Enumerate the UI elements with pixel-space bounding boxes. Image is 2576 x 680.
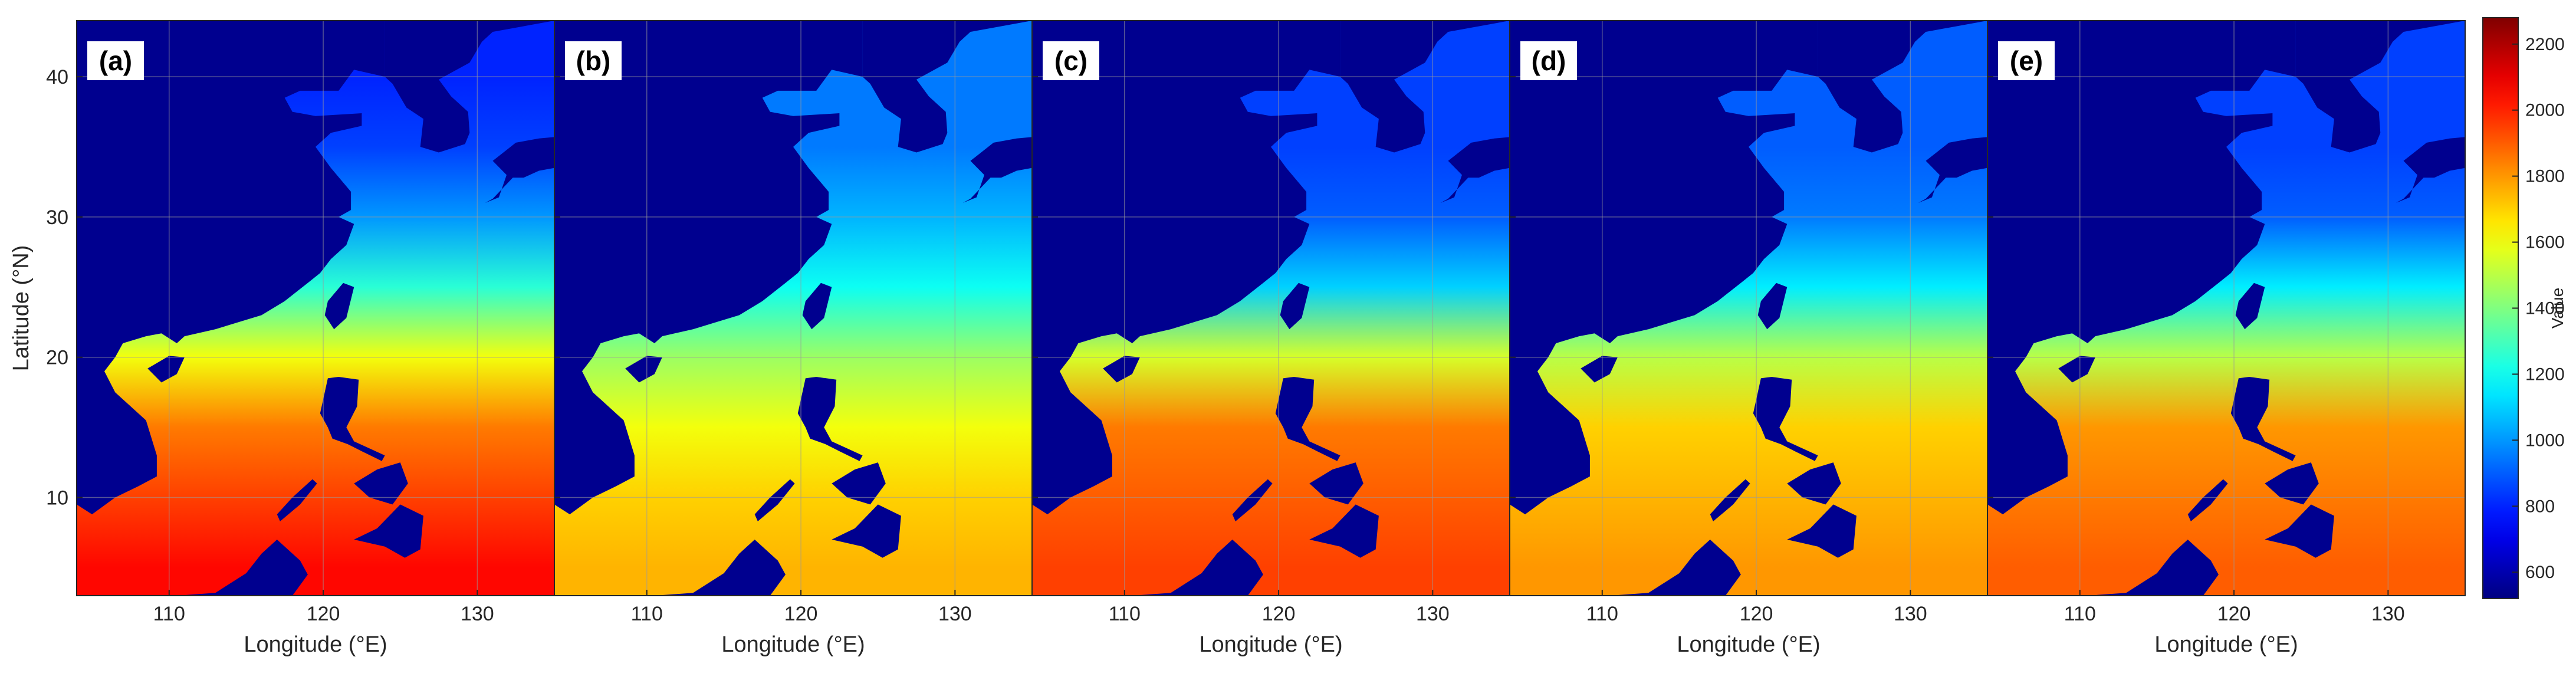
colorbar-title: Value: [2548, 288, 2567, 329]
colorbar-tick-label: 600: [2525, 563, 2555, 582]
panel-label-box: [87, 41, 144, 80]
panel-label: (a): [99, 45, 132, 76]
panel-label-box: [1520, 41, 1577, 80]
y-axis-label: Latitude (°N): [9, 245, 34, 372]
x-tick-label: 120: [1740, 603, 1773, 625]
panel-b: 110 120 130 Longitude (°E) (b): [554, 20, 1033, 657]
land-mask: [1987, 21, 2465, 596]
panel-label: (b): [576, 45, 611, 76]
x-tick-label: 120: [307, 603, 340, 625]
x-tick-label: 130: [938, 603, 972, 625]
panel-label-box: [1998, 41, 2055, 80]
x-tick-label: 130: [1894, 603, 1927, 625]
x-tick-label: 110: [1109, 603, 1141, 625]
x-axis-label: Longitude (°E): [2154, 632, 2298, 657]
y-tick-label: 30: [46, 206, 68, 229]
land-mask: [1510, 21, 1987, 596]
panel-label-box: [1043, 41, 1099, 80]
panel-label: (c): [1054, 45, 1087, 76]
y-tick-label: 20: [46, 347, 68, 369]
x-tick-label: 110: [2064, 603, 2096, 625]
x-tick-label: 110: [153, 603, 185, 625]
colorbar-tick-label: 1000: [2525, 431, 2565, 450]
colorbar-tick-label: 2200: [2525, 35, 2565, 54]
land-mask: [1032, 21, 1510, 596]
land-mask: [77, 21, 554, 596]
panels-layer: 110 120 130 Longitude (°E) 10 20 30 40 Latitude …: [9, 20, 2466, 657]
x-tick-label: 110: [631, 603, 663, 625]
x-axis-label: Longitude (°E): [244, 632, 387, 657]
x-tick-label: 120: [784, 603, 818, 625]
colorbar-tick-label: 1600: [2525, 233, 2565, 252]
panel-c: 110 120 130 Longitude (°E) (c): [1031, 20, 1510, 657]
x-tick-label: 110: [1586, 603, 1618, 625]
panel-label: (d): [1532, 45, 1566, 76]
colorbar-tick-label: 1200: [2525, 364, 2565, 384]
colorbar-tick-label: 1800: [2525, 167, 2565, 186]
y-tick-label: 10: [46, 487, 68, 510]
x-axis-label: Longitude (°E): [1199, 632, 1342, 657]
panel-d: 110 120 130 Longitude (°E) (d): [1509, 20, 1988, 657]
x-tick-label: 130: [461, 603, 494, 625]
x-tick-label: 130: [2371, 603, 2405, 625]
x-tick-label: 130: [1416, 603, 1450, 625]
axes-frame: [1987, 20, 2466, 596]
land-mask: [554, 21, 1032, 596]
panel-label-box: [565, 41, 622, 80]
colorbar-tick-label: 2000: [2525, 101, 2565, 120]
colorbar: 600 800 1000 1200 1400 1600 1800 2000 2200 Value: [2482, 17, 2567, 599]
x-tick-label: 120: [2217, 603, 2251, 625]
colorbar-tick-label: 800: [2525, 497, 2555, 516]
panel-a: 110 120 130 Longitude (°E) 10 20 30 40 Latitude …: [9, 20, 555, 657]
x-axis-label: Longitude (°E): [1677, 632, 1820, 657]
colorbar-tick-label: 1400: [2525, 299, 2565, 318]
panel-label: (e): [2010, 45, 2043, 76]
x-tick-label: 120: [1262, 603, 1296, 625]
y-tick-label: 40: [46, 66, 68, 88]
x-axis-label: Longitude (°E): [721, 632, 865, 657]
panel-e: 110 120 130 Longitude (°E) (e): [1987, 20, 2466, 657]
